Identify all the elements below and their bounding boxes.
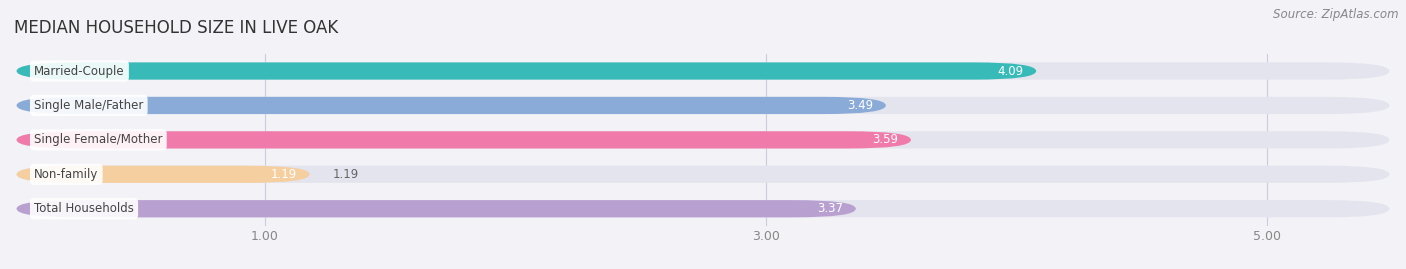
Text: Single Female/Mother: Single Female/Mother: [34, 133, 163, 146]
Text: Total Households: Total Households: [34, 202, 134, 215]
FancyBboxPatch shape: [17, 97, 1389, 114]
FancyBboxPatch shape: [17, 131, 1389, 148]
FancyBboxPatch shape: [17, 62, 1389, 80]
FancyBboxPatch shape: [17, 62, 1036, 80]
Text: Married-Couple: Married-Couple: [34, 65, 125, 77]
Text: 1.19: 1.19: [271, 168, 297, 181]
FancyBboxPatch shape: [17, 200, 1389, 217]
Text: Single Male/Father: Single Male/Father: [34, 99, 143, 112]
Text: 3.59: 3.59: [872, 133, 898, 146]
FancyBboxPatch shape: [17, 200, 856, 217]
FancyBboxPatch shape: [17, 97, 886, 114]
FancyBboxPatch shape: [17, 166, 1389, 183]
Text: 3.37: 3.37: [817, 202, 844, 215]
Text: Non-family: Non-family: [34, 168, 98, 181]
FancyBboxPatch shape: [17, 131, 911, 148]
Text: 4.09: 4.09: [997, 65, 1024, 77]
FancyBboxPatch shape: [17, 166, 309, 183]
Text: Source: ZipAtlas.com: Source: ZipAtlas.com: [1274, 8, 1399, 21]
Text: 3.49: 3.49: [848, 99, 873, 112]
Text: 1.19: 1.19: [332, 168, 359, 181]
Text: MEDIAN HOUSEHOLD SIZE IN LIVE OAK: MEDIAN HOUSEHOLD SIZE IN LIVE OAK: [14, 19, 339, 37]
